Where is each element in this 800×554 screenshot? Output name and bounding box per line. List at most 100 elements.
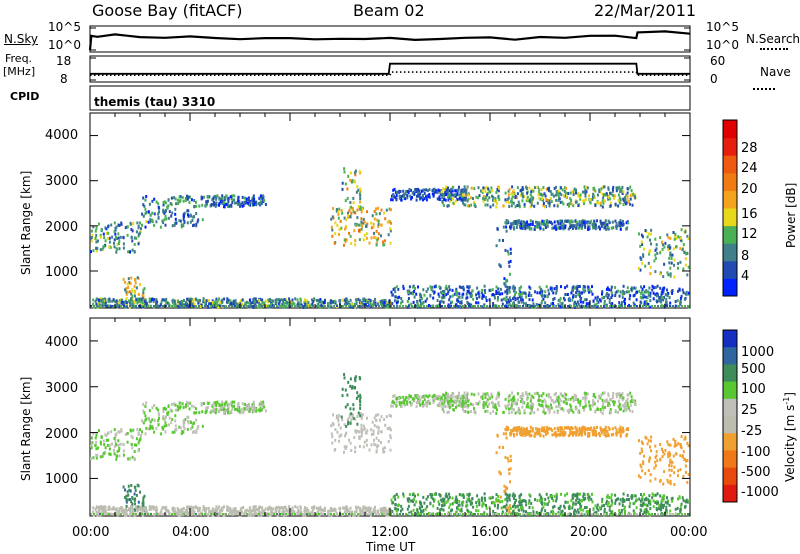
velocity-cell bbox=[438, 404, 441, 408]
velocity-cell bbox=[129, 510, 132, 514]
power-cell bbox=[665, 297, 668, 301]
power-cell bbox=[172, 301, 175, 305]
power-cell bbox=[451, 193, 454, 197]
velocity-cell bbox=[356, 422, 359, 426]
power-cell bbox=[303, 301, 306, 305]
velocity-cell bbox=[176, 405, 179, 409]
power-cell bbox=[411, 285, 414, 289]
velocity-cell bbox=[347, 420, 350, 424]
power-cell bbox=[501, 305, 503, 307]
power-cell bbox=[583, 199, 586, 203]
velocity-cell bbox=[538, 398, 541, 402]
power-cell bbox=[386, 301, 389, 305]
power-cell bbox=[573, 300, 576, 304]
velocity-cell bbox=[227, 405, 230, 409]
velocity-cell bbox=[454, 395, 457, 399]
velocity-cell bbox=[525, 428, 528, 432]
power-cell bbox=[239, 203, 242, 207]
velocity-cell bbox=[297, 509, 300, 513]
velocity-cell bbox=[226, 508, 228, 512]
power-cell bbox=[243, 305, 245, 307]
velocity-cell bbox=[250, 509, 253, 513]
velocity-cell bbox=[565, 393, 568, 397]
velocity-cell bbox=[108, 452, 111, 456]
velocity-cell bbox=[148, 505, 151, 509]
velocity-cell bbox=[554, 399, 557, 403]
power-cell bbox=[480, 291, 483, 295]
power-cell bbox=[575, 226, 578, 230]
power-cell bbox=[117, 236, 120, 240]
power-cell bbox=[346, 196, 349, 200]
power-cell bbox=[615, 221, 618, 225]
power-cell bbox=[388, 207, 391, 211]
power-cell bbox=[144, 225, 147, 229]
velocity-cell bbox=[167, 405, 170, 408]
power-cell bbox=[324, 305, 326, 307]
power-cell bbox=[395, 299, 397, 303]
power-cell bbox=[489, 288, 492, 292]
velocity-cell bbox=[103, 443, 106, 446]
velocity-cell bbox=[362, 505, 365, 509]
velocity-cell bbox=[589, 407, 592, 411]
velocity-cell bbox=[373, 438, 375, 442]
velocity-cell bbox=[157, 423, 160, 427]
power-cell bbox=[435, 305, 437, 307]
power-cell bbox=[496, 227, 499, 231]
velocity-cell bbox=[346, 403, 349, 407]
power-cell bbox=[223, 297, 226, 301]
velocity-cell bbox=[514, 411, 517, 415]
velocity-cell bbox=[241, 506, 244, 510]
power-cell bbox=[538, 196, 541, 200]
power-cell bbox=[670, 261, 673, 265]
power-cell bbox=[513, 295, 516, 299]
power-cell bbox=[649, 294, 652, 298]
power-cell bbox=[660, 298, 663, 301]
power-cell bbox=[282, 299, 285, 303]
velocity-cell bbox=[258, 507, 261, 510]
power-cell bbox=[359, 197, 362, 201]
velocity-cell bbox=[562, 400, 565, 404]
power-cell bbox=[140, 227, 142, 231]
velocity-cell bbox=[507, 402, 510, 406]
power-cell bbox=[124, 288, 127, 292]
power-cell bbox=[358, 229, 361, 232]
power-cell bbox=[151, 298, 153, 302]
power-cell bbox=[177, 202, 180, 206]
power-cell bbox=[508, 188, 511, 191]
power-cell bbox=[312, 299, 315, 303]
power-cell bbox=[512, 289, 515, 293]
power-cell bbox=[255, 305, 257, 307]
power-cell bbox=[183, 220, 186, 224]
velocity-cell bbox=[124, 496, 127, 499]
power-cell bbox=[105, 231, 108, 235]
velocity-cell bbox=[215, 505, 218, 509]
velocity-cell bbox=[546, 405, 549, 409]
power-cell bbox=[578, 220, 581, 224]
power-cell bbox=[445, 284, 448, 288]
velocity-cell bbox=[233, 400, 236, 404]
velocity-cell bbox=[572, 410, 575, 414]
velocity-cell bbox=[407, 397, 410, 401]
velocity-cell bbox=[256, 512, 259, 516]
velocity-cell bbox=[573, 393, 576, 397]
velocity-cell bbox=[133, 508, 136, 511]
velocity-cell bbox=[287, 510, 290, 514]
power-cell bbox=[337, 216, 340, 220]
power-cell bbox=[215, 201, 218, 205]
velocity-cell bbox=[456, 399, 459, 402]
velocity-cell bbox=[352, 413, 354, 417]
power-cell bbox=[680, 228, 683, 232]
power-cell bbox=[163, 211, 166, 215]
power-cell bbox=[507, 298, 510, 302]
power-cell bbox=[529, 205, 532, 209]
velocity-cell bbox=[533, 392, 536, 396]
velocity-cell bbox=[466, 405, 469, 409]
velocity-cell bbox=[530, 401, 533, 405]
power-cell bbox=[610, 226, 613, 230]
velocity-cell bbox=[522, 427, 525, 431]
power-cell bbox=[547, 201, 550, 205]
power-cell bbox=[535, 303, 538, 306]
power-cell bbox=[560, 302, 563, 306]
power-cell bbox=[597, 305, 599, 307]
velocity-cell bbox=[221, 408, 224, 411]
